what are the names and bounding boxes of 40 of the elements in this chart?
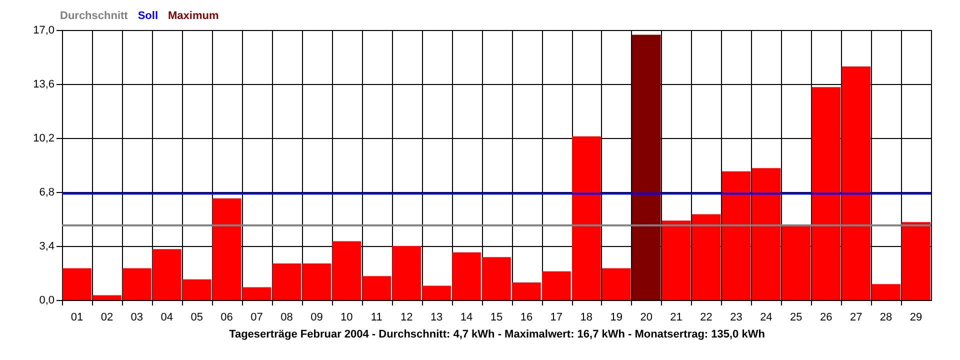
x-tick-label: 18 [580, 312, 593, 324]
y-tick-label: 3,4 [39, 240, 54, 252]
x-tick-label: 09 [310, 312, 323, 324]
x-tick-label: 23 [730, 312, 742, 324]
ref-line-label: Durchschnitt [60, 10, 128, 22]
x-tick-label: 13 [430, 312, 443, 324]
x-tick-label: 16 [520, 312, 533, 324]
x-tick-label: 20 [640, 312, 652, 324]
x-tick-label: 28 [880, 312, 892, 324]
x-tick-label: 04 [160, 312, 174, 324]
x-tick-label: 17 [550, 312, 563, 324]
x-tick-label: 27 [850, 312, 862, 324]
x-tick-label: 11 [370, 312, 382, 324]
x-tick-label: 10 [340, 312, 353, 324]
x-tick-label: 08 [280, 312, 293, 324]
x-tick-label: 05 [190, 312, 203, 324]
x-axis-title: Tageserträge Februar 2004 - Durchschnitt: 4,7 kWh - Maximalwert: 16,7 kWh - Monatsertrag: 135,0 kWh [229, 328, 766, 340]
x-tick-label: 24 [760, 312, 772, 324]
x-tick-label: 29 [910, 312, 922, 324]
y-tick-label: 13,6 [33, 78, 54, 90]
bar [632, 34, 661, 300]
x-tick-label: 12 [400, 312, 413, 324]
x-tick-label: 15 [490, 312, 503, 324]
x-tick-label: 26 [820, 312, 832, 324]
text: Maximum [168, 10, 219, 22]
x-tick-label: 07 [250, 312, 263, 324]
x-tick-label: 03 [130, 312, 144, 324]
x-tick-label: 19 [610, 312, 622, 324]
ref-line-label: Soll [138, 10, 158, 22]
x-tick-label: 06 [220, 312, 233, 324]
y-tick-label: 6,8 [39, 186, 54, 198]
x-tick-label: 02 [100, 312, 114, 324]
x-tick-label: 01 [70, 312, 84, 324]
y-tick-label: 10,2 [33, 132, 54, 144]
x-tick-label: 21 [670, 312, 682, 324]
x-tick-label: 22 [700, 312, 712, 324]
x-tick-label: 14 [460, 312, 473, 324]
y-tick-label: 17,0 [33, 24, 54, 36]
y-tick-label: 0,0 [39, 294, 54, 306]
x-tick-label: 25 [790, 312, 802, 324]
